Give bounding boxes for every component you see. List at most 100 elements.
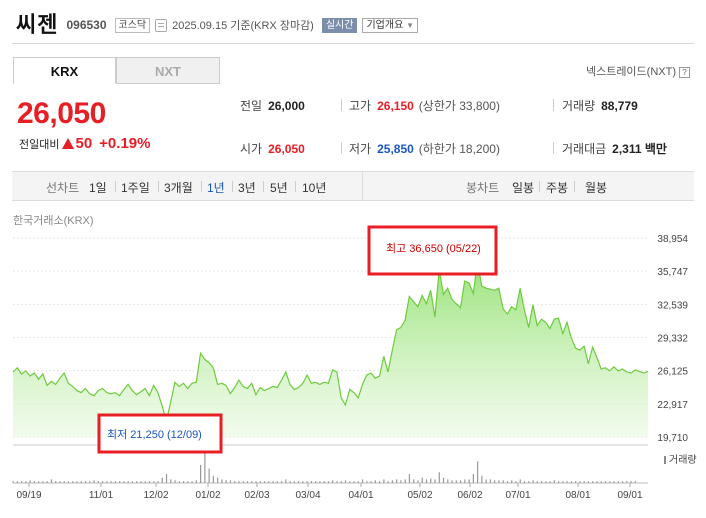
help-icon[interactable]: ?: [679, 67, 690, 78]
volume-bar: [110, 481, 112, 483]
volume-legend-icon: [664, 456, 666, 464]
period-3y[interactable]: 3년: [238, 181, 256, 195]
volume-bar: [123, 481, 125, 483]
period-10y[interactable]: 10년: [302, 181, 327, 195]
volume-bar: [413, 479, 415, 483]
volume-bar: [442, 477, 445, 483]
candle-monthly[interactable]: 월봉: [585, 181, 608, 195]
y-tick-label: 26,125: [657, 367, 688, 378]
volume-bar: [600, 481, 602, 483]
period-1d[interactable]: 1일: [89, 181, 107, 195]
volume-bar: [327, 481, 330, 483]
volume-bar: [12, 481, 14, 483]
lower-limit: (하한가 18,200): [418, 142, 500, 156]
volume-bar: [447, 479, 449, 483]
stat-value: 26,150: [377, 99, 414, 113]
divider: [115, 181, 116, 192]
volume-axis-label: 거래량: [669, 454, 697, 466]
volume-bar: [225, 480, 227, 483]
y-tick-label: 29,332: [657, 334, 688, 345]
high-annotation: 최고 36,650 (05/22): [386, 242, 481, 255]
volume-bar: [55, 481, 57, 483]
volume-bar: [76, 481, 78, 483]
period-3m[interactable]: 3개월: [164, 181, 193, 195]
stock-code: 096530: [66, 18, 107, 32]
period-5y[interactable]: 5년: [270, 181, 288, 195]
divider: [574, 181, 575, 192]
volume-bar: [84, 481, 87, 483]
volume-bar: [558, 481, 560, 483]
stat-label: 전일: [240, 99, 263, 113]
realtime-badge[interactable]: 실시간: [321, 17, 358, 33]
volume-bar: [59, 481, 61, 483]
volume-bar: [38, 481, 40, 483]
volume-bar: [336, 481, 338, 483]
volume-bar: [306, 481, 308, 483]
volume-bar: [114, 481, 116, 483]
volume-bar: [634, 481, 636, 483]
candle-weekly[interactable]: 주봉: [546, 181, 569, 195]
volume-bar: [366, 481, 368, 483]
tab-nxt[interactable]: NXT: [116, 57, 220, 84]
volume-bar: [195, 480, 197, 483]
volume-bar: [276, 481, 278, 483]
volume-bar: [170, 479, 172, 483]
volume-bar: [344, 480, 347, 483]
volume-bar: [472, 474, 474, 483]
data-source-label: 한국거래소(KRX): [13, 215, 94, 227]
volume-bar: [434, 479, 436, 483]
volume-bar: [310, 481, 313, 483]
volume-bar: [161, 477, 163, 483]
period-1w[interactable]: 1주일: [121, 181, 150, 195]
stat-prev-close: 전일 26,000: [240, 97, 305, 114]
nxt-link[interactable]: 넥스트레이드(NXT)?: [586, 63, 690, 79]
tab-krx[interactable]: KRX: [13, 57, 116, 84]
stat-high: 고가 26,150 (상한가 33,800): [349, 97, 500, 114]
volume-bar: [361, 479, 364, 483]
stat-label: 저가: [349, 142, 372, 156]
volume-bar: [468, 479, 470, 483]
change-label: 전일대비: [19, 138, 60, 151]
volume-bar: [523, 481, 526, 483]
volume-bar: [511, 480, 513, 483]
copy-icon[interactable]: [155, 18, 168, 32]
volume-bar: [89, 481, 91, 483]
volume-bar: [477, 461, 479, 483]
change-percent: +0.19%: [99, 135, 151, 152]
volume-bar: [229, 480, 232, 483]
company-overview-dropdown[interactable]: 기업개요 ▼: [362, 17, 418, 33]
x-tick-label: 11/01: [89, 490, 114, 501]
volume-bar: [93, 480, 95, 483]
stat-low: 저가 25,850 (하한가 18,200): [349, 140, 500, 157]
volume-bar: [404, 479, 406, 483]
volume-bar: [144, 481, 146, 483]
volume-bar: [140, 481, 142, 483]
nxt-link-label: 넥스트레이드(NXT): [585, 66, 676, 78]
volume-bar: [536, 481, 538, 483]
price-area: [13, 261, 648, 437]
stat-value: 2,311 백만: [612, 142, 667, 156]
stat-value: 26,000: [268, 99, 305, 113]
period-1y[interactable]: 1년: [207, 181, 225, 195]
volume-bar: [566, 481, 568, 483]
divider: [362, 172, 363, 200]
low-annotation: 최저 21,250 (12/09): [107, 428, 202, 441]
chart-period-bar: 선차트 1일 1주일 3개월 1년 3년 5년 10년 봉차트 일봉 주봉 월봉: [12, 171, 694, 201]
candle-daily[interactable]: 일봉: [512, 181, 535, 195]
volume-bar: [464, 479, 466, 483]
volume-bar: [498, 480, 500, 483]
stat-label: 거래량: [562, 99, 596, 113]
volume-bar: [80, 481, 82, 483]
volume-bar: [630, 481, 632, 483]
volume-bar: [212, 475, 215, 483]
volume-bar: [319, 481, 321, 483]
volume-bar: [165, 474, 168, 483]
volume-bar: [391, 480, 393, 483]
stat-label: 시가: [240, 142, 263, 156]
volume-bar: [596, 481, 598, 483]
stat-label: 거래대금: [562, 142, 607, 156]
volume-bar: [545, 481, 547, 483]
divider: [158, 181, 159, 192]
volume-bar: [383, 479, 385, 483]
date-text: 2025.09.15 기준(KRX 장마감): [172, 20, 314, 32]
